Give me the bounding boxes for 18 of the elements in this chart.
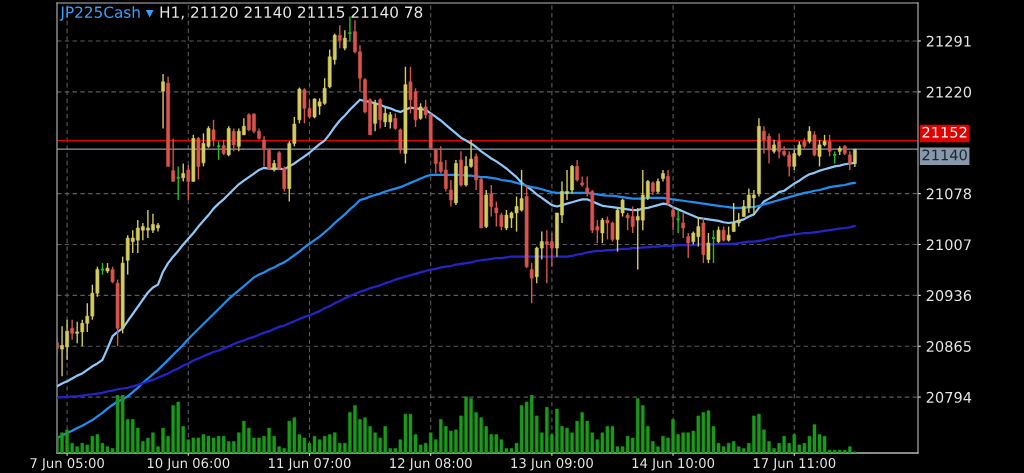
x-tick-label: 17 Jun 11:00 bbox=[753, 458, 836, 471]
y-tick-label: 20865 bbox=[926, 340, 971, 352]
x-tick-label: 10 Jun 06:00 bbox=[147, 458, 230, 471]
y-tick-label: 21220 bbox=[926, 86, 972, 98]
y-tick-label: 20936 bbox=[926, 290, 972, 302]
y-tick-label: 21291 bbox=[926, 35, 971, 47]
chart-title: JP225Cash ▾ bbox=[59, 6, 154, 21]
y-tick-label: 21007 bbox=[926, 239, 971, 251]
x-tick-label: 14 Jun 10:00 bbox=[632, 458, 715, 471]
x-tick-label: 7 Jun 05:00 bbox=[30, 458, 104, 471]
y-tick-label: 21078 bbox=[926, 188, 972, 200]
x-tick-label: 11 Jun 07:00 bbox=[269, 458, 351, 471]
y-tick-label: 20794 bbox=[926, 391, 972, 403]
ref-line-label: 21140 bbox=[922, 149, 967, 161]
ref-line-label: 21152 bbox=[922, 126, 967, 138]
chart-subtitle: H1, 21120 21140 21115 21140 78 bbox=[160, 6, 423, 20]
x-tick-label: 13 Jun 09:00 bbox=[511, 458, 593, 471]
x-tick-label: 12 Jun 08:00 bbox=[390, 458, 472, 471]
